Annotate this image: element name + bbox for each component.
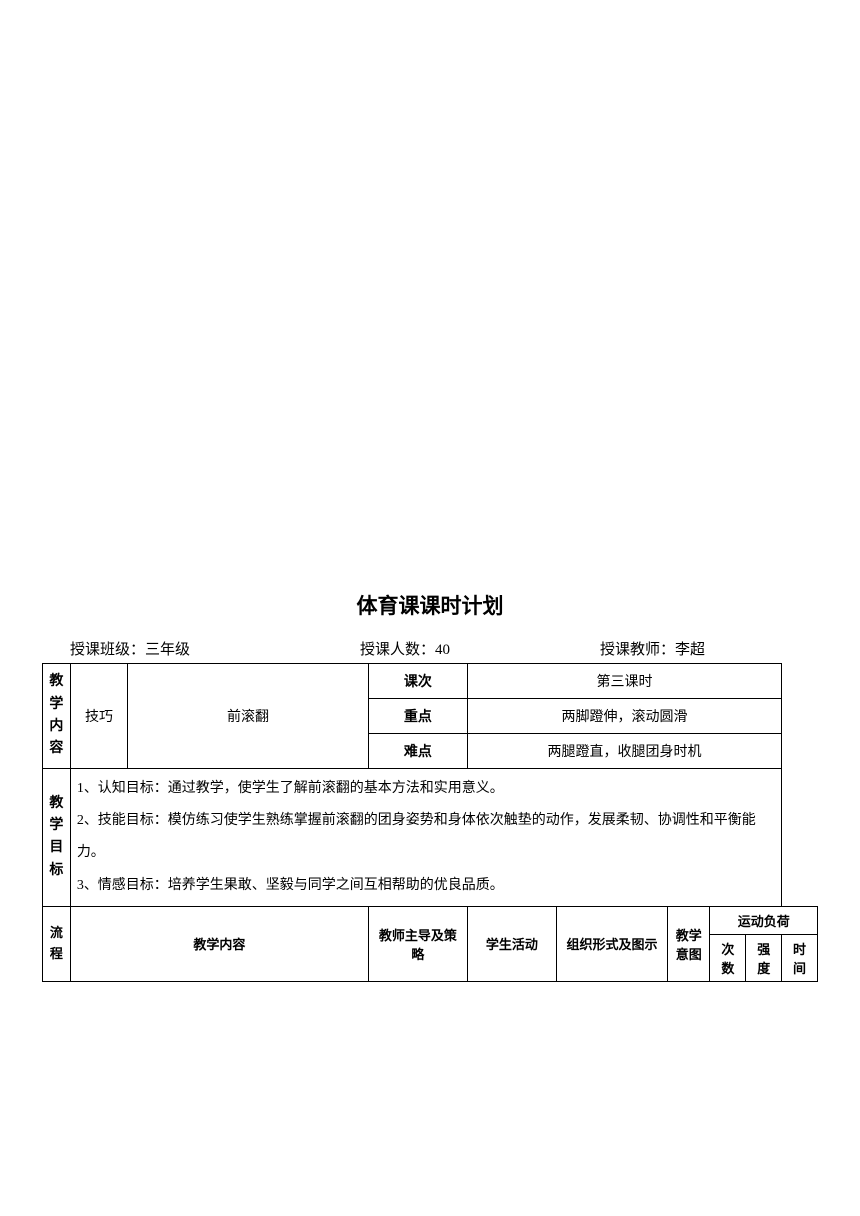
flow-count-header: 次数 <box>710 934 746 981</box>
class-label: 授课班级： <box>70 642 145 658</box>
count-value: 40 <box>435 642 450 658</box>
goal-1: 1、认知目标：通过教学，使学生了解前滚翻的基本方法和实用意义。 <box>77 773 775 805</box>
flow-content-header: 教学内容 <box>70 906 368 981</box>
content-label: 教学内容 <box>43 664 71 769</box>
difficulty-value: 两腿蹬直，收腿团身时机 <box>467 734 781 769</box>
difficulty-label: 难点 <box>368 734 467 769</box>
count-label: 授课人数： <box>360 642 435 658</box>
keypoint-label: 重点 <box>368 699 467 734</box>
flow-header-row-1: 流程 教学内容 教师主导及策略 学生活动 组织形式及图示 教学意图 运动负荷 <box>43 906 818 934</box>
goal-2: 2、技能目标：模仿练习使学生熟练掌握前滚翻的团身姿势和身体依次触垫的动作，发展柔… <box>77 805 775 869</box>
flow-teacher-header: 教师主导及策略 <box>368 906 467 981</box>
teacher-value: 李超 <box>675 642 705 658</box>
flow-intent-header: 教学意图 <box>668 906 710 981</box>
activity-name: 前滚翻 <box>128 664 369 769</box>
sport-load-header: 运动负荷 <box>710 906 818 934</box>
flow-intensity-header: 强度 <box>746 934 782 981</box>
goals-row: 教学目标 1、认知目标：通过教学，使学生了解前滚翻的基本方法和实用意义。 2、技… <box>43 769 818 907</box>
skill-cell: 技巧 <box>70 664 127 769</box>
flow-student-header: 学生活动 <box>467 906 556 981</box>
goals-content: 1、认知目标：通过教学，使学生了解前滚翻的基本方法和实用意义。 2、技能目标：模… <box>70 769 781 907</box>
flow-time-header: 时间 <box>782 934 818 981</box>
header-info: 授课班级：三年级 授课人数：40 授课教师：李超 <box>42 638 818 659</box>
goal-3: 3、情感目标：培养学生果敢、坚毅与同学之间互相帮助的优良品质。 <box>77 870 775 902</box>
page-title: 体育课课时计划 <box>42 590 818 620</box>
count-info: 授课人数：40 <box>360 638 600 659</box>
lesson-value: 第三课时 <box>467 664 781 699</box>
class-info: 授课班级：三年级 <box>70 638 360 659</box>
teacher-label: 授课教师： <box>600 642 675 658</box>
class-value: 三年级 <box>145 642 190 658</box>
goals-label: 教学目标 <box>43 769 71 907</box>
flow-label: 流程 <box>43 906 71 981</box>
flow-org-header: 组织形式及图示 <box>556 906 667 981</box>
teacher-info: 授课教师：李超 <box>600 638 818 659</box>
keypoint-value: 两脚蹬伸，滚动圆滑 <box>467 699 781 734</box>
lesson-plan-table: 教学内容 技巧 前滚翻 课次 第三课时 重点 两脚蹬伸，滚动圆滑 难点 两腿蹬直… <box>42 663 818 982</box>
lesson-label: 课次 <box>368 664 467 699</box>
content-row-1: 教学内容 技巧 前滚翻 课次 第三课时 <box>43 664 818 699</box>
